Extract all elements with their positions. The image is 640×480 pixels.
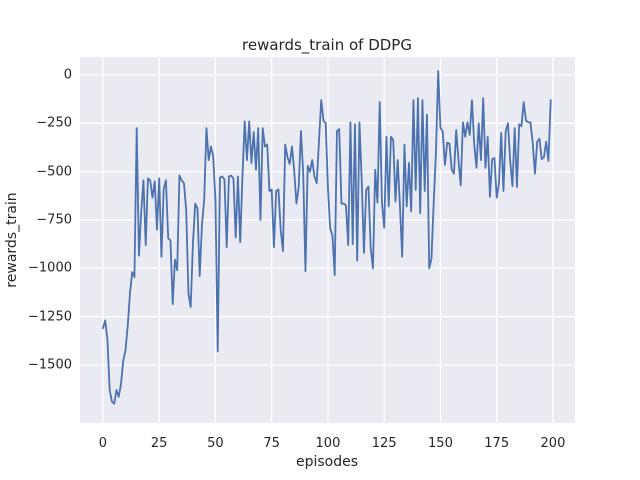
x-tick-label: 25: [150, 436, 168, 451]
x-tick-label: 75: [263, 436, 280, 451]
rewards-line: [102, 70, 552, 405]
chart-title: rewards_train of DDPG: [242, 36, 412, 54]
x-tick-label: 200: [540, 436, 566, 451]
x-tick-label: 100: [315, 436, 341, 451]
plot-svg: [80, 57, 575, 423]
plot-area: [80, 57, 575, 423]
x-axis-label: episodes: [295, 454, 359, 470]
y-tick-label: −250: [36, 115, 72, 131]
y-tick-label: −500: [36, 164, 72, 180]
y-tick-label: −1250: [28, 309, 72, 325]
x-tick-label: 50: [207, 436, 224, 451]
y-tick-label: −1000: [28, 260, 72, 276]
y-tick-label: −1500: [28, 357, 72, 373]
x-tick-label: 175: [484, 436, 510, 451]
y-tick-label: 0: [63, 67, 72, 83]
x-tick-label: 125: [371, 436, 397, 451]
y-axis-label: rewards_train: [4, 192, 20, 288]
x-tick-label: 0: [98, 436, 108, 451]
y-tick-label: −750: [36, 212, 72, 228]
x-tick-label: 150: [428, 436, 453, 451]
